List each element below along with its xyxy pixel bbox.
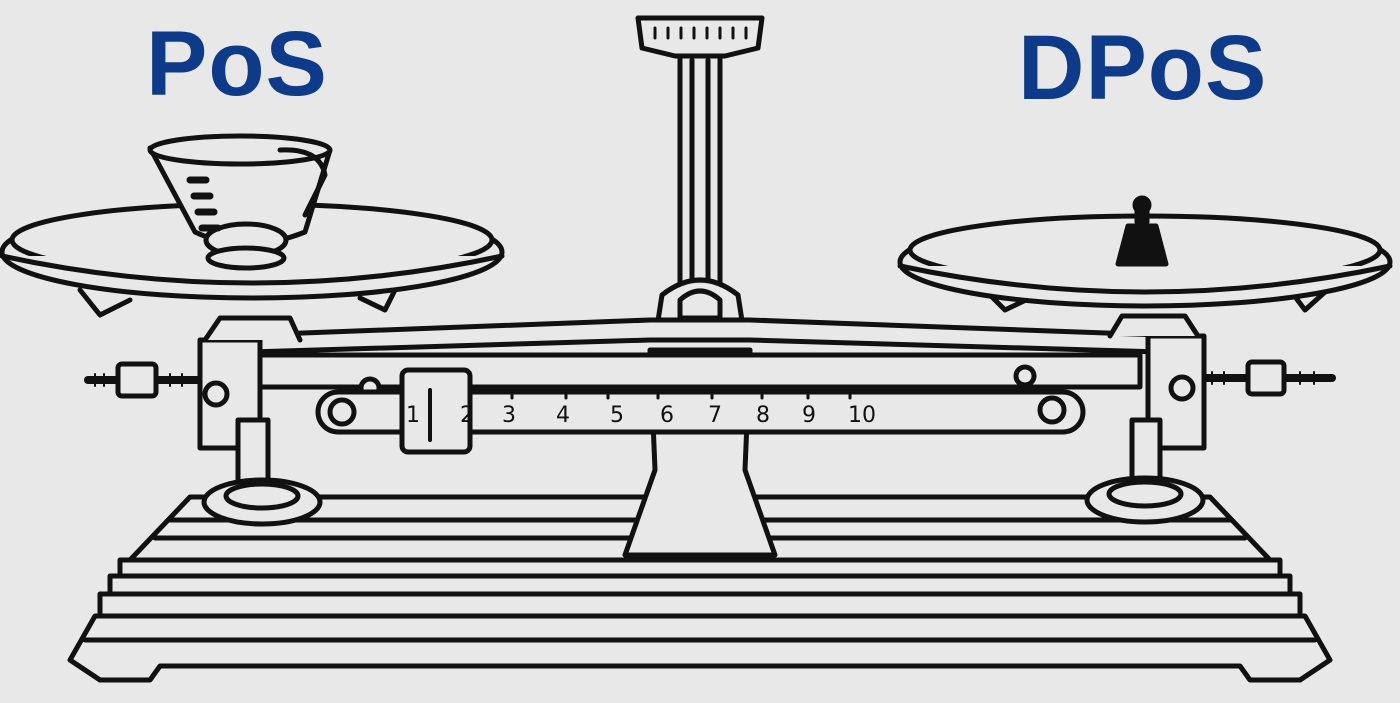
beam-number-8: 8 xyxy=(756,403,770,428)
center-column xyxy=(622,15,778,558)
beam-number-10: 10 xyxy=(848,403,876,428)
right-end-assembly xyxy=(982,287,1336,525)
beam-number-5: 5 xyxy=(610,403,624,428)
beam-number-7: 7 xyxy=(708,403,722,428)
small-weight xyxy=(1115,195,1169,267)
left-end-assembly xyxy=(77,287,398,527)
bowl-weight xyxy=(147,133,333,271)
scale-base xyxy=(67,494,1333,683)
beam xyxy=(247,317,1163,400)
beam-number-9: 9 xyxy=(802,403,816,428)
rider-scale-bar xyxy=(315,367,1086,455)
beam-numbers: 1 2 3 4 5 6 7 8 9 10 xyxy=(406,403,876,428)
dpos-label: DPoS xyxy=(1018,17,1268,119)
beam-number-6: 6 xyxy=(660,403,674,428)
pos-label: PoS xyxy=(146,13,328,115)
beam-number-2: 2 xyxy=(460,403,474,428)
beam-number-4: 4 xyxy=(556,403,570,428)
beam-number-1: 1 xyxy=(406,403,420,428)
beam-number-3: 3 xyxy=(502,403,516,428)
